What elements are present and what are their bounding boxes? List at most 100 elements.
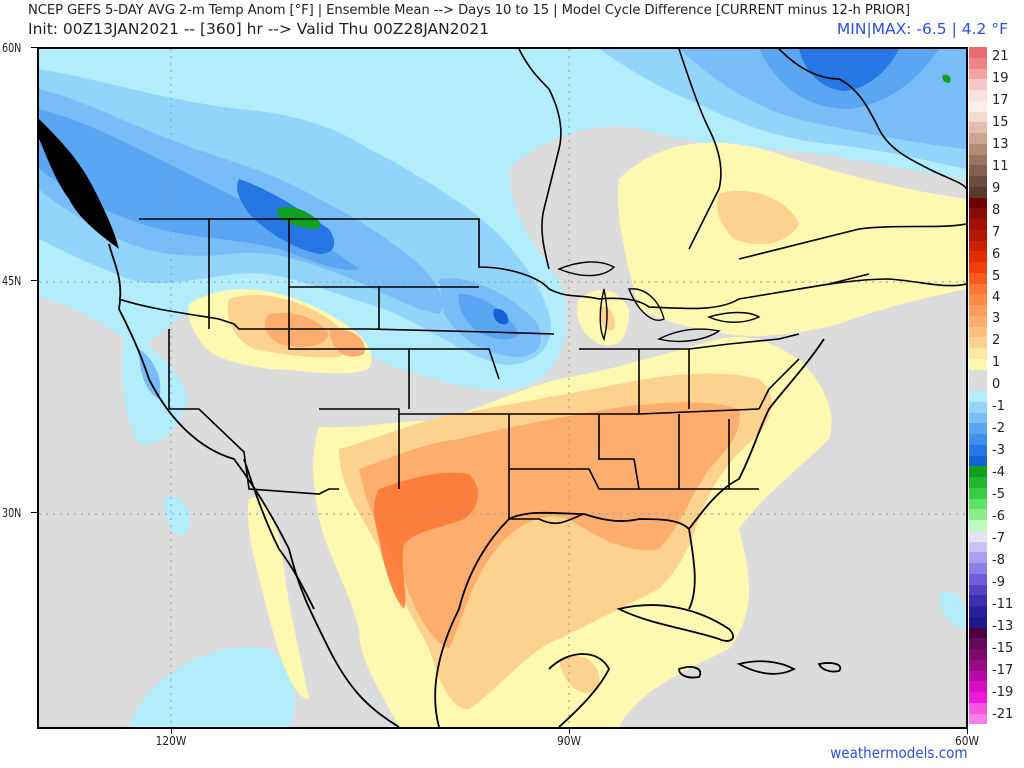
colorbar-swatch <box>969 176 987 187</box>
chart-title-line-2: Init: 00Z13JAN2021 -- [360] hr --> Valid… <box>28 20 490 38</box>
colorbar-label: 4 <box>992 290 1001 305</box>
colorbar-swatch <box>969 573 987 585</box>
lat-label-30n: 30N <box>2 505 22 520</box>
colorbar-label: -8 <box>992 553 1005 568</box>
colorbar-swatch <box>969 391 987 402</box>
colorbar-swatch <box>969 541 987 553</box>
colorbar-swatch <box>969 466 987 477</box>
colorbar-swatch <box>969 229 987 241</box>
colorbar-label: 9 <box>992 181 1001 196</box>
colorbar-swatch <box>969 616 987 628</box>
colorbar-label: 11 <box>992 159 1009 174</box>
colorbar-swatch <box>969 262 987 273</box>
colorbar-swatch <box>969 552 987 563</box>
colorbar-swatch <box>969 143 987 155</box>
colorbar-swatch <box>969 315 987 327</box>
colorbar-swatch <box>969 681 987 692</box>
colorbar-label: -21 <box>992 707 1014 722</box>
colorbar-swatch <box>969 68 987 80</box>
colorbar-swatch <box>969 606 987 617</box>
colorbar-legend <box>969 47 987 725</box>
colorbar-swatch <box>969 47 987 58</box>
colorbar-label: -13 <box>992 619 1014 634</box>
lat-tick-45n <box>31 280 37 281</box>
lat-label-60n: 60N <box>2 40 22 55</box>
colorbar-swatch <box>969 412 987 424</box>
lon-tick-120w <box>171 729 172 734</box>
colorbar-label: 6 <box>992 247 1001 262</box>
colorbar-swatch <box>969 305 987 316</box>
colorbar-swatch <box>969 595 987 606</box>
colorbar-label: -3 <box>992 443 1005 458</box>
colorbar-swatch <box>969 133 987 144</box>
colorbar-swatch <box>969 509 987 520</box>
colorbar-swatch <box>969 165 987 176</box>
colorbar-swatch <box>969 272 987 284</box>
colorbar-label: 0 <box>992 377 1001 392</box>
colorbar-swatch <box>969 670 987 682</box>
colorbar-swatch <box>969 659 987 671</box>
colorbar-swatch <box>969 79 987 90</box>
colorbar-swatch <box>969 197 987 209</box>
colorbar-swatch <box>969 627 987 639</box>
colorbar-swatch <box>969 111 987 123</box>
anomaly-map <box>37 47 968 729</box>
colorbar-label: 3 <box>992 311 1001 326</box>
map-canvas <box>39 49 966 727</box>
lon-label-90w: 90W <box>556 733 582 748</box>
colorbar-swatch <box>969 100 987 112</box>
colorbar-label: 19 <box>992 71 1009 86</box>
lat-tick-30n <box>31 512 37 513</box>
colorbar-label: -17 <box>992 663 1014 678</box>
lat-label-45n: 45N <box>2 273 22 288</box>
colorbar-label: 1 <box>992 355 1001 370</box>
lat-tick-60n <box>31 47 37 48</box>
colorbar-label: -1 <box>992 399 1005 414</box>
colorbar-label: -5 <box>992 487 1005 502</box>
colorbar-swatch <box>969 434 987 445</box>
colorbar-swatch <box>969 294 987 305</box>
colorbar-label: 15 <box>992 115 1009 130</box>
colorbar-label: -2 <box>992 421 1005 436</box>
colorbar-swatch <box>969 337 987 348</box>
colorbar-swatch <box>969 57 987 69</box>
colorbar-label: -19 <box>992 685 1014 700</box>
colorbar-swatch <box>969 423 987 434</box>
colorbar-swatch <box>969 380 987 391</box>
colorbar-label: -4 <box>992 465 1005 480</box>
colorbar-label: 8 <box>992 203 1001 218</box>
lon-tick-60w <box>967 729 968 734</box>
colorbar-label: 13 <box>992 137 1009 152</box>
colorbar-label: -7 <box>992 531 1005 546</box>
colorbar-swatch <box>969 348 987 359</box>
colorbar-label: 7 <box>992 225 1001 240</box>
colorbar-swatch <box>969 251 987 262</box>
colorbar-swatch <box>969 358 987 370</box>
colorbar-label: -6 <box>992 509 1005 524</box>
chart-title-line-1: NCEP GEFS 5-DAY AVG 2-m Temp Anom [°F] |… <box>28 3 910 18</box>
colorbar-label: -11 <box>992 597 1014 612</box>
colorbar-swatch <box>969 702 987 714</box>
colorbar-label: 17 <box>992 93 1009 108</box>
colorbar-label: 2 <box>992 333 1001 348</box>
colorbar-swatch <box>969 122 987 133</box>
colorbar-swatch <box>969 498 987 510</box>
colorbar-swatch <box>969 154 987 166</box>
colorbar-swatch <box>969 186 987 198</box>
colorbar-label: -9 <box>992 575 1005 590</box>
colorbar-swatch <box>969 208 987 219</box>
colorbar-swatch <box>969 444 987 456</box>
colorbar-swatch <box>969 283 987 295</box>
credit-link[interactable]: weathermodels.com <box>830 744 968 762</box>
min-max-readout: MIN|MAX: -6.5 | 4.2 °F <box>836 20 1008 38</box>
colorbar-swatch <box>969 326 987 338</box>
colorbar-swatch <box>969 90 987 101</box>
colorbar-swatch <box>969 219 987 230</box>
colorbar-swatch <box>969 584 987 596</box>
colorbar-swatch <box>969 487 987 499</box>
colorbar-swatch <box>969 477 987 488</box>
colorbar-label: 5 <box>992 269 1001 284</box>
colorbar-swatch <box>969 520 987 531</box>
lon-tick-90w <box>569 729 570 734</box>
colorbar-swatch <box>969 530 987 542</box>
